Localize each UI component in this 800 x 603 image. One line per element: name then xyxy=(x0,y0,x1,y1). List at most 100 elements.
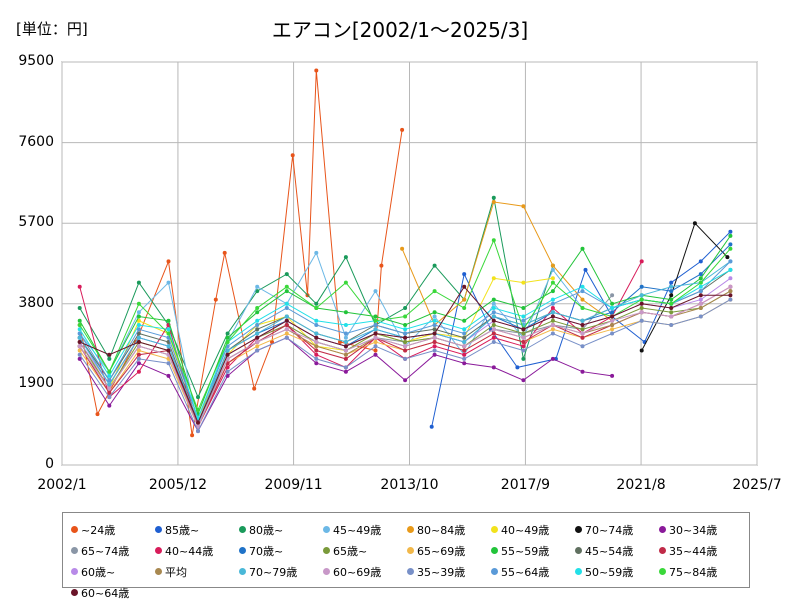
data-point xyxy=(107,386,112,391)
data-point xyxy=(521,378,526,383)
x-tick-label: 2013/10 xyxy=(380,477,439,493)
data-point xyxy=(550,267,555,272)
data-point xyxy=(136,335,141,340)
data-point xyxy=(136,280,141,285)
data-point xyxy=(379,263,384,268)
data-point xyxy=(491,323,496,327)
data-point xyxy=(639,318,644,323)
data-point xyxy=(225,352,230,357)
data-point xyxy=(610,301,615,306)
data-point xyxy=(373,314,378,319)
data-point xyxy=(314,335,319,340)
data-point xyxy=(432,348,437,353)
data-point xyxy=(550,306,555,310)
data-point xyxy=(639,306,644,310)
legend-item: 40~49歳 xyxy=(491,519,575,540)
data-point xyxy=(343,356,348,361)
legend-marker-icon xyxy=(491,547,498,554)
data-point xyxy=(669,306,674,310)
legend-marker-icon xyxy=(323,526,330,533)
data-point xyxy=(462,340,467,344)
legend-label: 60~69歳 xyxy=(333,565,382,579)
data-point xyxy=(462,272,467,277)
data-point xyxy=(166,318,171,323)
data-point xyxy=(284,284,289,289)
data-point xyxy=(284,314,289,319)
data-point xyxy=(639,297,644,302)
legend-label: 45~54歳 xyxy=(585,544,634,558)
data-point xyxy=(136,323,141,327)
data-point xyxy=(403,348,408,353)
data-point xyxy=(698,297,703,302)
data-point xyxy=(580,323,585,327)
x-tick-label: 2025/7 xyxy=(732,477,782,493)
data-point xyxy=(403,356,408,361)
data-point xyxy=(728,242,733,247)
data-point xyxy=(314,361,319,366)
data-point xyxy=(314,306,319,310)
legend: ~24歳 85歳~ 80歳~ 45~49歳 80~84歳 40~49歳 70~74歳 30~3… xyxy=(62,512,750,600)
data-point xyxy=(136,318,141,323)
data-point xyxy=(314,323,319,327)
data-point xyxy=(698,306,703,310)
data-point xyxy=(432,310,437,315)
legend-item: 65~74歳 xyxy=(71,540,155,561)
data-point xyxy=(515,365,520,370)
data-point xyxy=(77,323,82,327)
data-point xyxy=(77,335,82,340)
data-point xyxy=(521,204,526,209)
data-point xyxy=(196,420,200,425)
data-point xyxy=(166,327,171,332)
legend-item: 平均 xyxy=(155,561,239,582)
data-point xyxy=(284,323,289,327)
data-point xyxy=(403,306,408,310)
x-tick-label: 2021/8 xyxy=(616,477,666,493)
data-point xyxy=(669,310,674,315)
data-point xyxy=(669,293,674,298)
data-point xyxy=(429,424,434,429)
data-point xyxy=(491,314,496,319)
y-tick-label: 7600 xyxy=(18,133,54,150)
data-point xyxy=(550,331,555,336)
legend-label: 70~74歳 xyxy=(585,523,634,537)
data-point xyxy=(343,255,348,260)
data-point xyxy=(403,323,408,327)
data-point xyxy=(255,284,260,289)
legend-marker-icon xyxy=(659,568,666,575)
data-point xyxy=(698,280,703,285)
data-point xyxy=(639,259,644,264)
legend-item: 85歳~ xyxy=(155,519,239,540)
legend-item: 55~64歳 xyxy=(491,561,575,582)
data-point xyxy=(521,331,526,336)
legend-item: 35~44歳 xyxy=(659,540,743,561)
data-point xyxy=(373,340,378,344)
data-point xyxy=(432,289,437,294)
data-point xyxy=(432,318,437,323)
legend-marker-icon xyxy=(659,526,666,533)
data-point xyxy=(213,297,218,302)
data-point xyxy=(698,272,703,277)
data-point xyxy=(491,276,496,281)
data-point xyxy=(521,280,526,285)
data-point xyxy=(462,352,467,357)
data-point xyxy=(284,318,289,323)
legend-label: 55~64歳 xyxy=(501,565,550,579)
legend-item: 65歳~ xyxy=(323,540,407,561)
legend-label: 50~59歳 xyxy=(585,565,634,579)
data-point xyxy=(77,327,82,332)
data-point xyxy=(107,373,112,378)
legend-marker-icon xyxy=(407,547,414,554)
y-tick-label: 3800 xyxy=(18,294,54,311)
data-point xyxy=(639,301,644,306)
data-point xyxy=(314,68,319,73)
data-point xyxy=(521,356,526,361)
data-point xyxy=(728,229,733,234)
legend-marker-icon xyxy=(71,589,78,596)
data-point xyxy=(521,340,526,344)
legend-marker-icon xyxy=(155,526,162,533)
data-point xyxy=(550,327,555,332)
data-point xyxy=(639,293,644,298)
legend-item: 80~84歳 xyxy=(407,519,491,540)
legend-label: 30~34歳 xyxy=(669,523,718,537)
data-point xyxy=(669,289,674,294)
